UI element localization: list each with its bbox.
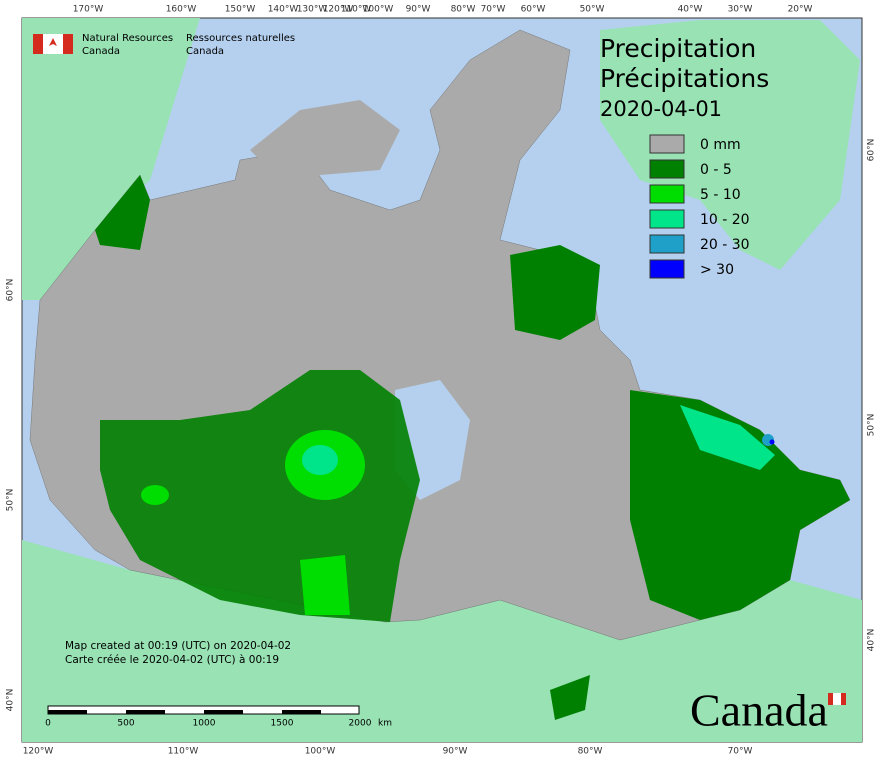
org-en: Canada — [82, 46, 120, 57]
top-label: 120°W — [323, 5, 354, 15]
top-label: 80°W — [451, 5, 476, 15]
bottom-label: 120°W — [23, 747, 54, 757]
legend-swatch — [649, 234, 685, 254]
left-label: 50°N — [6, 489, 16, 512]
top-label: 50°W — [580, 5, 605, 15]
wordmark-flag — [828, 693, 833, 705]
scale-label: 2000 — [349, 719, 372, 729]
scale-unit: km — [378, 719, 392, 729]
scale-label: 1500 — [271, 719, 294, 729]
legend-swatch — [649, 184, 685, 204]
legend-label: 20 - 30 — [700, 237, 750, 253]
wordmark: Canada — [690, 685, 828, 736]
bottom-label: 80°W — [578, 747, 603, 757]
bottom-label: 90°W — [443, 747, 468, 757]
scale-segment — [126, 710, 165, 714]
graticule: 170°W 160°W 150°W 140°W130°W120°W110°W100°W… — [6, 5, 877, 757]
legend-swatch — [649, 259, 685, 279]
top-label: 60°W — [521, 5, 546, 15]
top-label: 30°W — [728, 5, 753, 15]
top-label: 110°W — [341, 5, 372, 15]
scale-segment — [282, 710, 321, 714]
legend-label: 5 - 10 — [700, 187, 741, 203]
scale-segment — [48, 710, 87, 714]
left-label: 60°N — [6, 279, 16, 302]
scale-bar: 0 500 1000 1500 2000 km — [45, 705, 392, 729]
org-fr: Canada — [186, 46, 224, 57]
scale-label: 0 — [45, 719, 51, 729]
flag — [33, 34, 73, 54]
top-label: 20°W — [788, 5, 813, 15]
top-label: 90°W — [406, 5, 431, 15]
created-en: Map created at 00:19 (UTC) on 2020-04-02 — [65, 640, 291, 652]
legend-label: > 30 — [700, 262, 734, 278]
legend-swatch — [649, 209, 685, 229]
top-label: 140°W — [268, 5, 299, 15]
top-label: 40°W — [678, 5, 703, 15]
right-label: 40°N — [867, 629, 877, 652]
right-label: 50°N — [867, 414, 877, 437]
land — [22, 18, 862, 742]
top-label: 150°W — [225, 5, 256, 15]
legend: 0 mm 0 - 5 5 - 10 10 - 20 20 - 30 > 30 — [649, 134, 750, 279]
left-label: 40°N — [6, 689, 16, 712]
created-fr: Carte créée le 2020-04-02 (UTC) à 00:19 — [65, 654, 279, 666]
legend-swatch — [649, 134, 685, 154]
top-label: 170°W — [73, 5, 104, 15]
right-label: 60°N — [867, 139, 877, 162]
top-label: 130°W — [297, 5, 328, 15]
bottom-label: 110°W — [168, 747, 199, 757]
top-label: 160°W — [166, 5, 197, 15]
legend-label: 10 - 20 — [700, 212, 750, 228]
legend-swatch — [649, 159, 685, 179]
top-label: 70°W — [481, 5, 506, 15]
org-en: Natural Resources — [82, 33, 173, 44]
title-fr: Précipitations — [600, 64, 769, 93]
wordmark-flag — [841, 693, 846, 705]
scale-segment — [204, 710, 243, 714]
legend-label: 0 mm — [700, 137, 741, 153]
org-fr: Ressources naturelles — [186, 33, 295, 44]
bottom-label: 70°W — [728, 747, 753, 757]
bottom-label: 100°W — [305, 747, 336, 757]
title-en: Precipitation — [600, 34, 756, 63]
date: 2020-04-01 — [600, 97, 722, 121]
scale-label: 1000 — [193, 719, 216, 729]
top-label: 100°W — [363, 5, 394, 15]
legend-label: 0 - 5 — [700, 162, 732, 178]
scale-label: 500 — [117, 719, 134, 729]
